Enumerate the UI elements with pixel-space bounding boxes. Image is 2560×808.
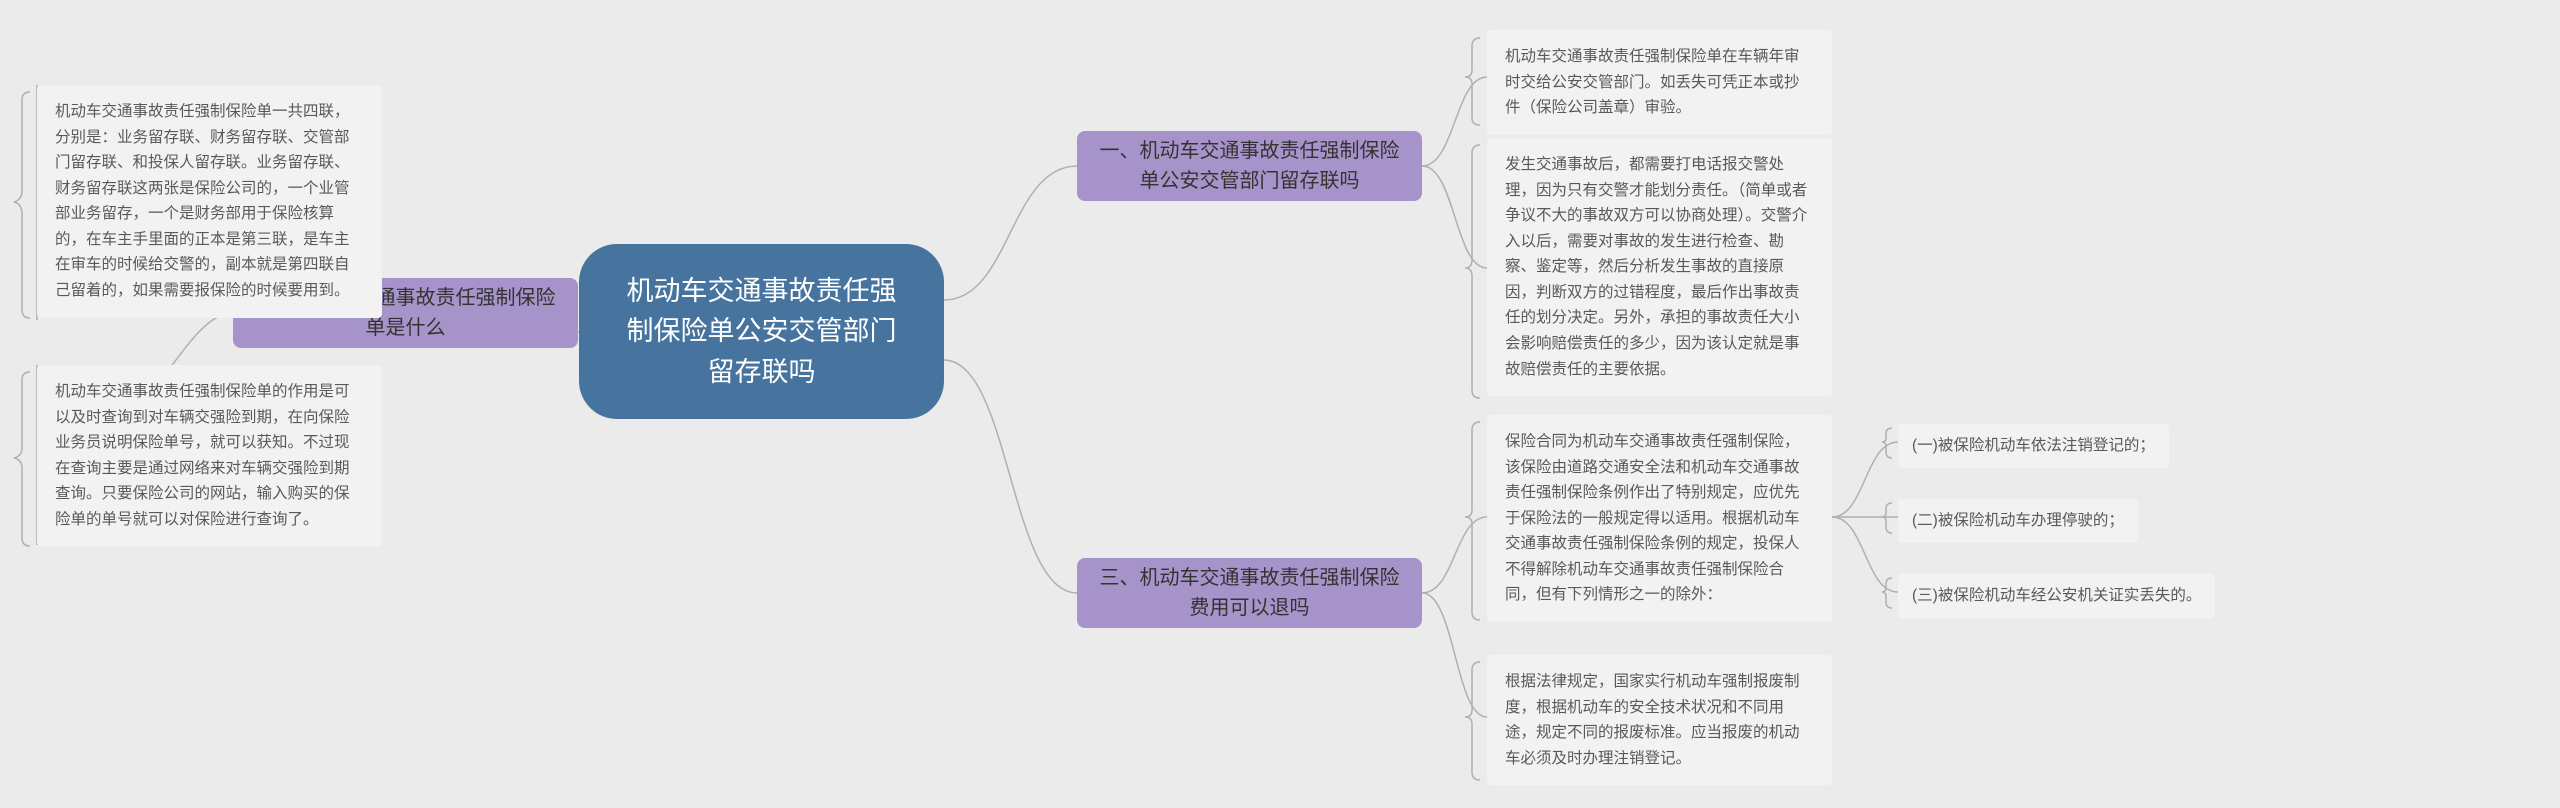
leaf-b1-2: 发生交通事故后，都需要打电话报交警处理，因为只有交警才能划分责任。（简单或者争议… [1487, 138, 1832, 396]
sub-1-text: (一)被保险机动车依法注销登记的； [1912, 437, 2155, 454]
branch-3: 三、机动车交通事故责任强制保险费用可以退吗 [1077, 558, 1422, 628]
leaf-b2-1-text: 机动车交通事故责任强制保险单一共四联，分别是：业务留存联、财务留存联、交管部门留… [55, 103, 350, 299]
sub-2: (二)被保险机动车办理停驶的； [1898, 499, 2138, 543]
sub-1: (一)被保险机动车依法注销登记的； [1898, 424, 2169, 468]
branch-1-text: 一、机动车交通事故责任强制保险单公安交管部门留存联吗 [1097, 136, 1402, 196]
leaf-b3-2: 根据法律规定，国家实行机动车强制报废制度，根据机动车的安全技术状况和不同用途，规… [1487, 655, 1832, 785]
leaf-b3-1-text: 保险合同为机动车交通事故责任强制保险，该保险由道路交通安全法和机动车交通事故责任… [1505, 433, 1800, 603]
sub-2-text: (二)被保险机动车办理停驶的； [1912, 512, 2124, 529]
root-text: 机动车交通事故责任强制保险单公安交管部门留存联吗 [615, 271, 908, 393]
sub-3: (三)被保险机动车经公安机关证实丢失的。 [1898, 574, 2215, 618]
sub-3-text: (三)被保险机动车经公安机关证实丢失的。 [1912, 587, 2201, 604]
leaf-b2-1: 机动车交通事故责任强制保险单一共四联，分别是：业务留存联、财务留存联、交管部门留… [37, 85, 382, 318]
branch-1: 一、机动车交通事故责任强制保险单公安交管部门留存联吗 [1077, 131, 1422, 201]
branch-3-text: 三、机动车交通事故责任强制保险费用可以退吗 [1097, 563, 1402, 623]
leaf-b1-2-text: 发生交通事故后，都需要打电话报交警处理，因为只有交警才能划分责任。（简单或者争议… [1505, 156, 1807, 378]
leaf-b3-1: 保险合同为机动车交通事故责任强制保险，该保险由道路交通安全法和机动车交通事故责任… [1487, 415, 1832, 622]
connector-layer [0, 0, 2560, 808]
leaf-b1-1: 机动车交通事故责任强制保险单在车辆年审时交给公安交管部门。如丢失可凭正本或抄件（… [1487, 30, 1832, 135]
leaf-b3-2-text: 根据法律规定，国家实行机动车强制报废制度，根据机动车的安全技术状况和不同用途，规… [1505, 673, 1800, 767]
leaf-b2-2-text: 机动车交通事故责任强制保险单的作用是可以及时查询到对车辆交强险到期，在向保险业务… [55, 383, 350, 528]
root-node: 机动车交通事故责任强制保险单公安交管部门留存联吗 [579, 244, 944, 419]
leaf-b2-2: 机动车交通事故责任强制保险单的作用是可以及时查询到对车辆交强险到期，在向保险业务… [37, 365, 382, 546]
leaf-b1-1-text: 机动车交通事故责任强制保险单在车辆年审时交给公安交管部门。如丢失可凭正本或抄件（… [1505, 48, 1800, 116]
